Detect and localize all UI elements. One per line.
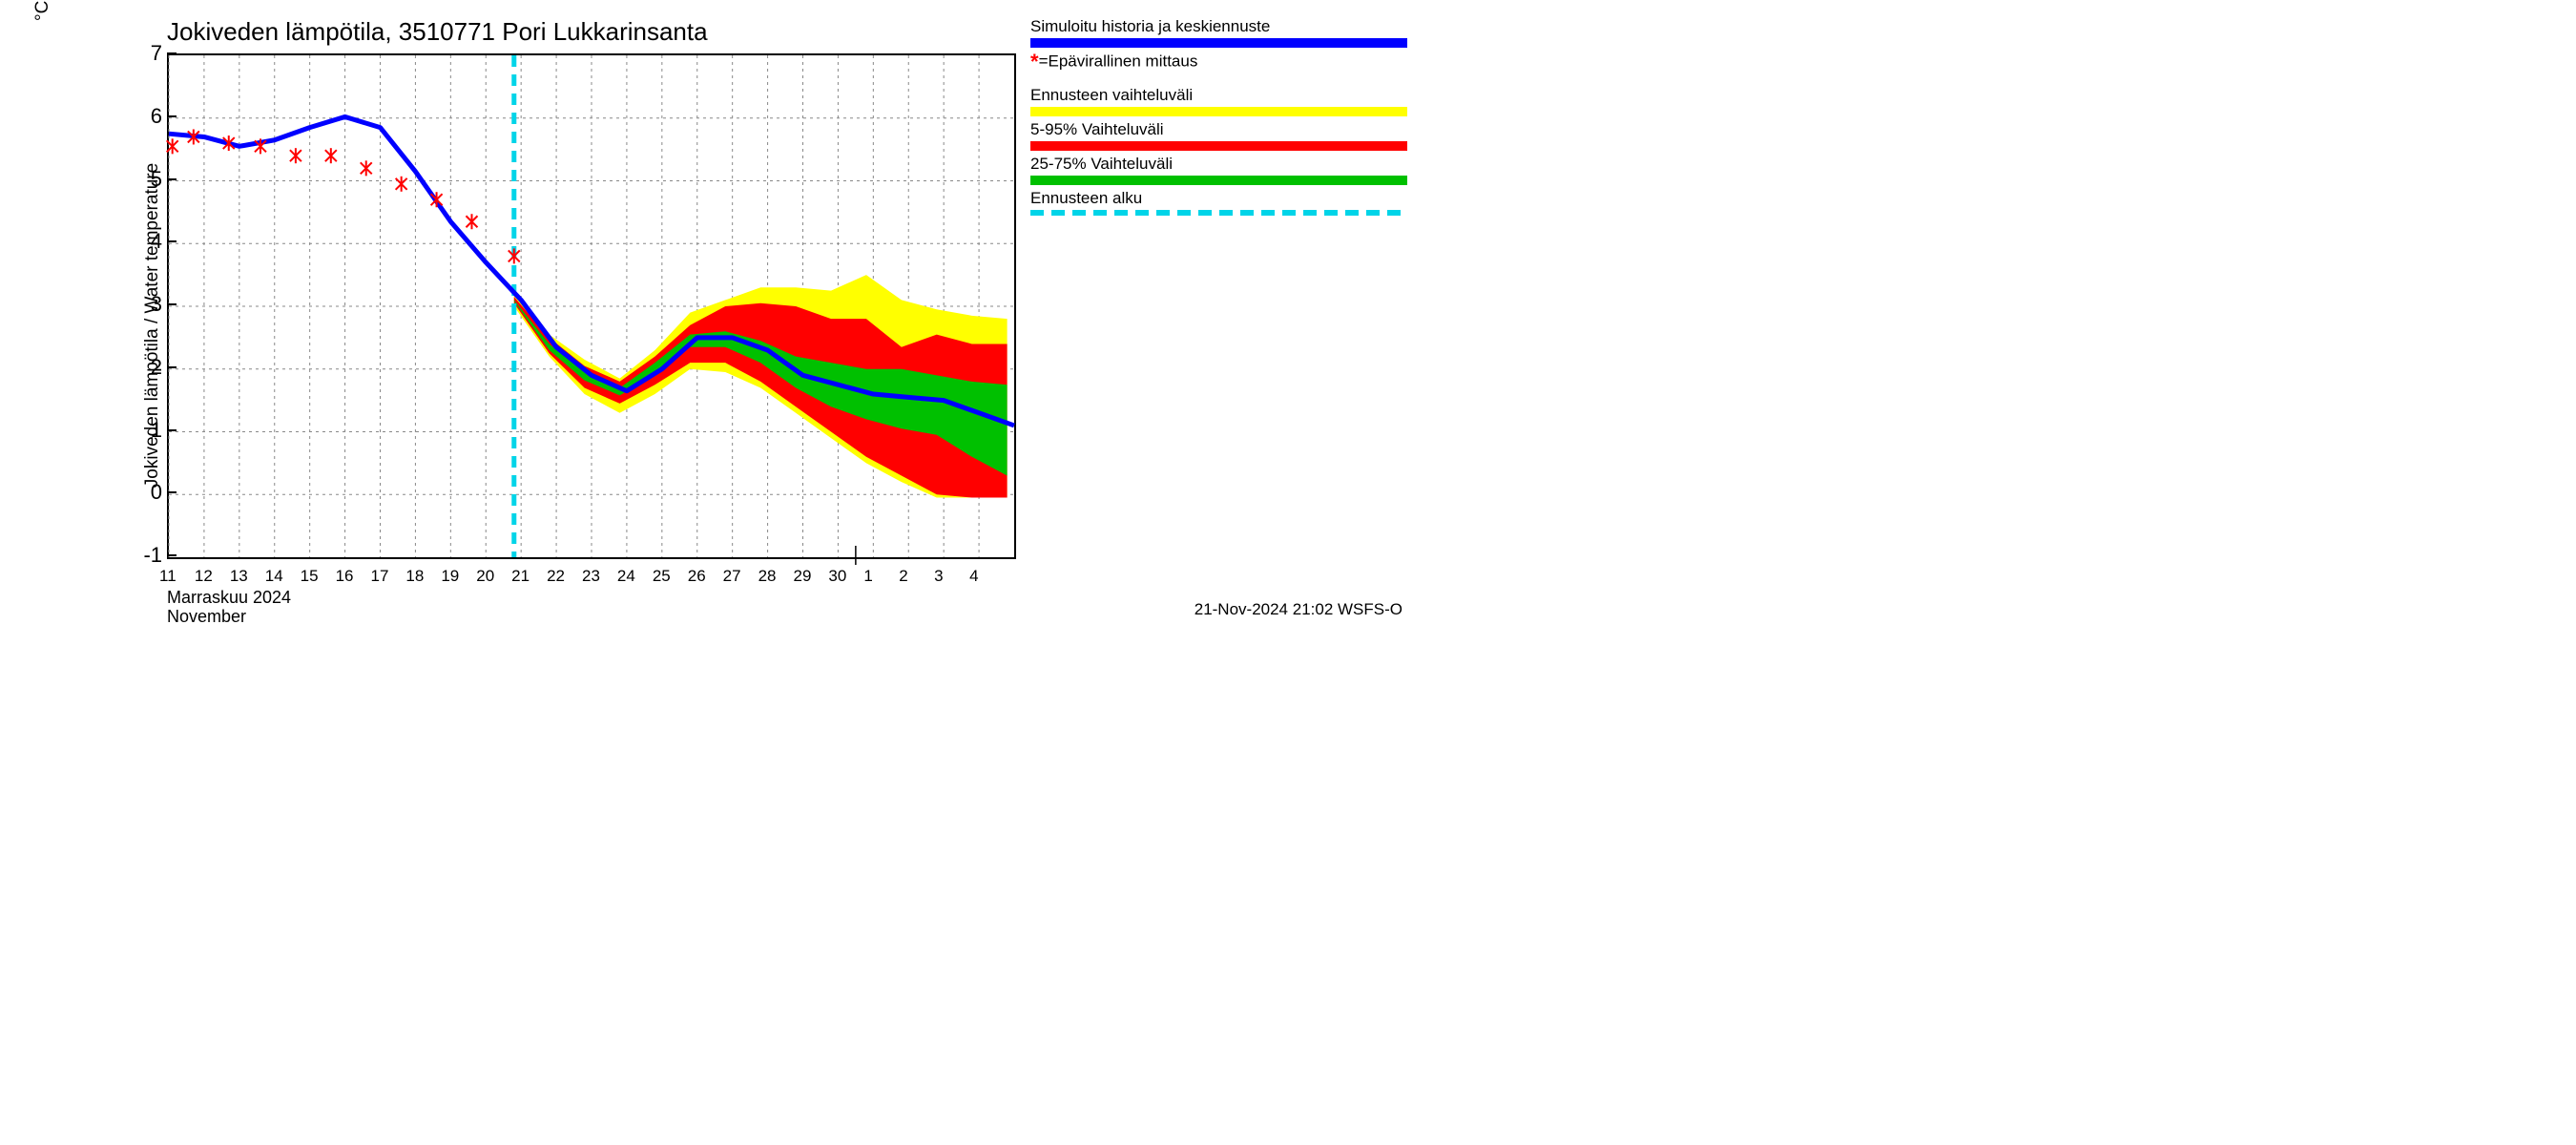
legend-label: 5-95% Vaihteluväli [1030, 120, 1164, 138]
x-tick-label: 15 [301, 567, 319, 586]
timestamp: 21-Nov-2024 21:02 WSFS-O [1195, 600, 1402, 619]
x-tick-label: 25 [653, 567, 671, 586]
legend-swatch-blue [1030, 38, 1407, 48]
legend-item-forecast-start: Ennusteen alku [1030, 189, 1407, 216]
x-month-label-1: Marraskuu 2024 [167, 588, 291, 608]
star-icon: * [1030, 52, 1039, 73]
x-tick-label: 21 [511, 567, 530, 586]
y-tick-label: 0 [138, 480, 162, 505]
y-tick-label: 1 [138, 418, 162, 443]
x-tick-label: 18 [405, 567, 424, 586]
legend-swatch-red [1030, 141, 1407, 151]
legend-swatch-green [1030, 176, 1407, 185]
x-tick-label: 23 [582, 567, 600, 586]
x-tick-label: 11 [159, 567, 177, 586]
chart-container: °C Jokiveden lämpötila / Water temperatu… [0, 0, 1431, 636]
legend-item-obs: *=Epävirallinen mittaus [1030, 52, 1407, 73]
legend-item-2575: 25-75% Vaihteluväli [1030, 155, 1407, 185]
x-tick-label: 27 [723, 567, 741, 586]
x-tick-label: 19 [441, 567, 459, 586]
legend-label: =Epävirallinen mittaus [1039, 52, 1198, 70]
y-tick-label: -1 [138, 543, 162, 568]
x-tick-label: 4 [969, 567, 978, 586]
x-tick-label: 17 [371, 567, 389, 586]
chart-title: Jokiveden lämpötila, 3510771 Pori Lukkar… [167, 17, 708, 47]
y-tick-label: 2 [138, 355, 162, 380]
legend-item-simulated: Simuloitu historia ja keskiennuste [1030, 17, 1407, 48]
y-tick-label: 4 [138, 229, 162, 254]
y-tick-label: 5 [138, 167, 162, 192]
legend-label: Simuloitu historia ja keskiennuste [1030, 17, 1270, 35]
y-tick-label: 6 [138, 104, 162, 129]
x-tick-label: 26 [688, 567, 706, 586]
legend: Simuloitu historia ja keskiennuste *=Epä… [1030, 17, 1407, 218]
legend-item-595: 5-95% Vaihteluväli [1030, 120, 1407, 151]
x-tick-label: 16 [336, 567, 354, 586]
y-tick-label: 7 [138, 41, 162, 66]
legend-item-range: Ennusteen vaihteluväli [1030, 86, 1407, 116]
y-axis-unit: °C [32, 1, 53, 21]
legend-swatch-yellow [1030, 107, 1407, 116]
x-tick-label: 29 [794, 567, 812, 586]
plot-svg [169, 55, 1014, 557]
x-tick-label: 14 [265, 567, 283, 586]
x-tick-label: 1 [863, 567, 872, 586]
plot-area [167, 53, 1016, 559]
legend-swatch-cyan [1030, 210, 1407, 216]
x-tick-label: 22 [547, 567, 565, 586]
x-tick-label: 13 [230, 567, 248, 586]
x-month-label-2: November [167, 607, 246, 627]
x-tick-label: 12 [195, 567, 213, 586]
legend-label: 25-75% Vaihteluväli [1030, 155, 1173, 173]
x-tick-label: 20 [476, 567, 494, 586]
x-tick-label: 3 [934, 567, 943, 586]
x-tick-label: 24 [617, 567, 635, 586]
x-tick-label: 2 [899, 567, 907, 586]
legend-label: Ennusteen alku [1030, 189, 1142, 207]
x-tick-label: 30 [828, 567, 846, 586]
x-tick-label: 28 [758, 567, 777, 586]
legend-label: Ennusteen vaihteluväli [1030, 86, 1193, 104]
y-tick-label: 3 [138, 292, 162, 317]
